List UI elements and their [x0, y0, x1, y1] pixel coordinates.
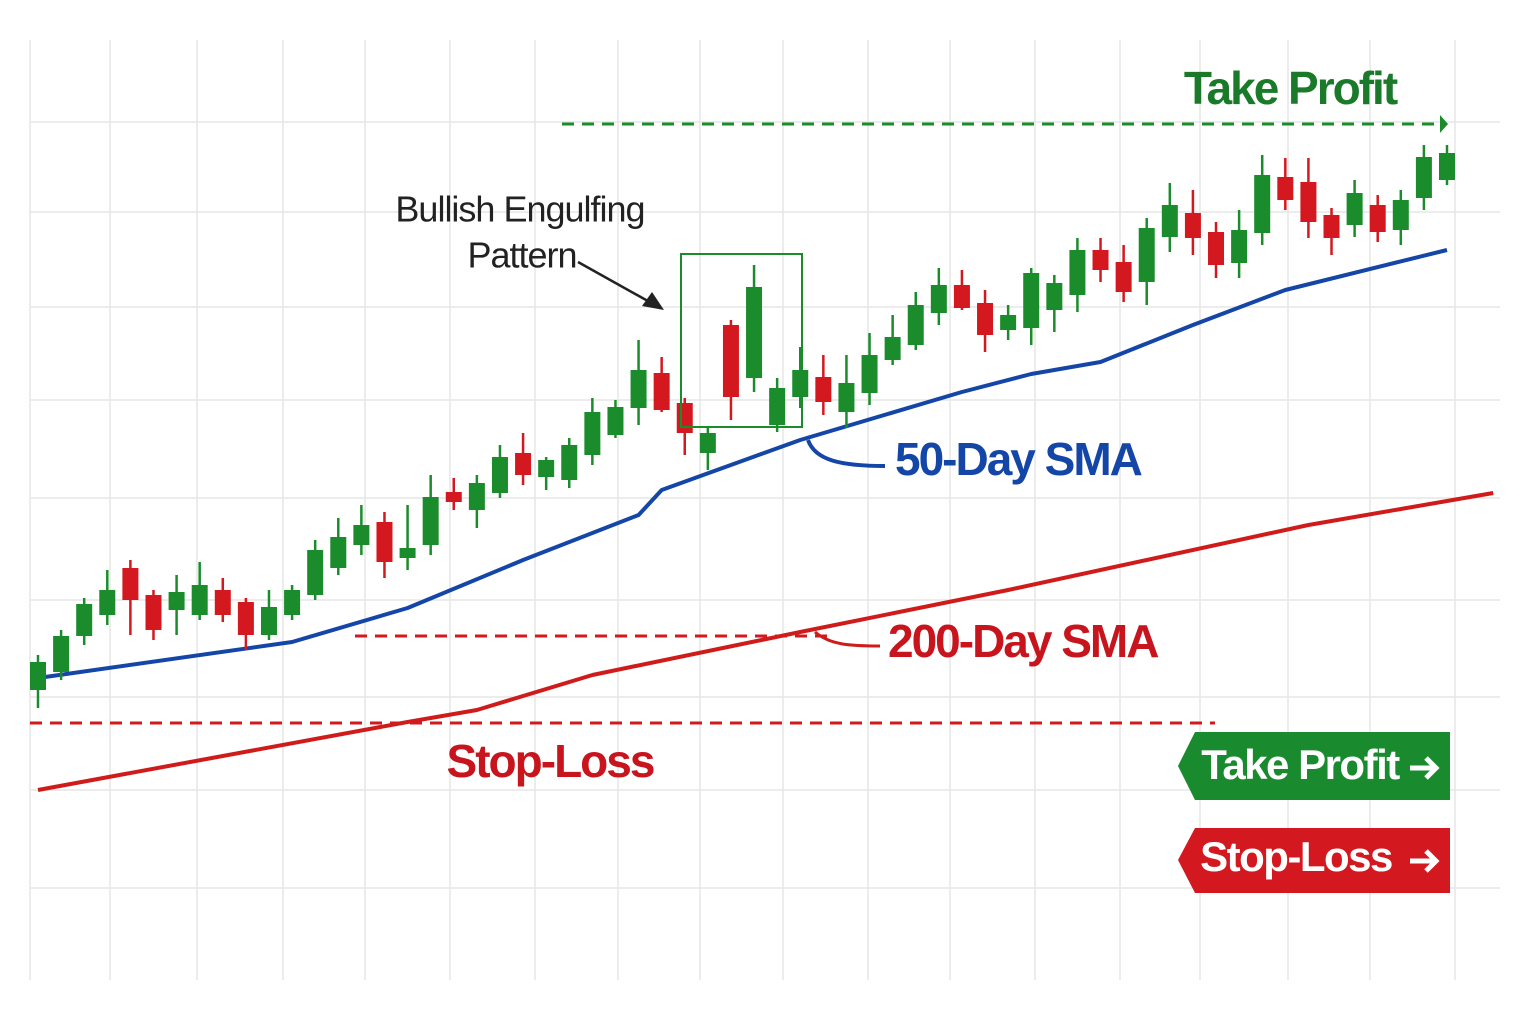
candle-body	[145, 595, 162, 630]
candle-body	[399, 548, 416, 558]
sma-label: 200-Day SMA	[888, 615, 1158, 667]
candle-body	[884, 337, 901, 360]
levels	[30, 115, 1448, 725]
candle-body	[1184, 213, 1201, 238]
candle-body	[930, 285, 947, 313]
candle-body	[653, 373, 670, 410]
sma-line	[37, 491, 1494, 792]
candle-body	[1069, 250, 1086, 295]
pattern-arrowhead	[642, 292, 664, 310]
candle-body	[53, 636, 70, 672]
candle-body	[1392, 200, 1409, 230]
candle-body	[699, 433, 716, 453]
candle-body	[792, 370, 809, 397]
button-arrow	[1410, 849, 1440, 873]
candle-body	[907, 305, 924, 345]
candle-body	[1231, 230, 1248, 263]
candle-body	[237, 602, 254, 635]
candle-body	[953, 285, 970, 308]
take-profit-label: Take Profit	[1184, 62, 1398, 114]
sma-leader	[814, 630, 881, 648]
candles	[30, 145, 1455, 708]
candle-body	[561, 445, 578, 480]
candle-body	[1323, 215, 1340, 238]
candle-body	[1092, 250, 1109, 270]
sma-lines	[37, 248, 1494, 792]
candle-body	[168, 592, 185, 610]
candle-body	[722, 325, 739, 397]
take-profit-button[interactable]: Take Profit	[1178, 732, 1450, 800]
candle-body	[815, 377, 832, 402]
candle-body	[468, 483, 485, 510]
candle-body	[122, 568, 139, 600]
candle-body	[1046, 283, 1063, 310]
candle-body	[1346, 193, 1363, 225]
button-arrow	[1410, 756, 1440, 780]
candle-body	[491, 457, 508, 493]
candle-body	[1439, 153, 1455, 180]
candle-body	[284, 590, 301, 615]
candle-body	[630, 370, 647, 408]
candle-body	[584, 412, 601, 455]
candle-body	[861, 355, 878, 393]
candle-body	[376, 522, 393, 562]
candle-body	[76, 604, 93, 636]
pattern-box	[680, 253, 803, 428]
candle-body	[1369, 205, 1386, 232]
candle-body	[1115, 262, 1132, 292]
button-label: Take Profit	[1201, 741, 1400, 788]
sma-leader	[806, 439, 886, 468]
sma-line	[37, 248, 1448, 680]
candle-body	[838, 383, 855, 412]
candle-body	[1023, 273, 1040, 328]
candle-body	[99, 590, 116, 615]
candle-body	[445, 492, 462, 502]
candle-body	[746, 287, 763, 378]
candle-body	[353, 525, 370, 545]
pattern-label: Bullish Engulfing	[395, 189, 644, 230]
candle-body	[307, 550, 324, 595]
candle-body	[515, 453, 532, 475]
grid	[29, 40, 1500, 980]
candle-body	[676, 403, 693, 433]
candle-body	[538, 460, 555, 477]
button-shape	[1178, 732, 1450, 800]
pattern-arrow	[577, 260, 656, 307]
candle-body	[260, 607, 277, 635]
candle-body	[214, 590, 231, 615]
candle-body	[1277, 177, 1294, 200]
stop-loss-button[interactable]: Stop-Loss	[1178, 828, 1450, 893]
candle-body	[1300, 182, 1317, 222]
candle-body	[30, 662, 46, 690]
candle-body	[422, 497, 439, 545]
stop-loss-label: Stop-Loss	[447, 735, 654, 787]
candle-body	[769, 388, 786, 425]
candle-body	[1000, 315, 1017, 330]
button-shape	[1178, 828, 1450, 893]
candle-body	[1415, 157, 1432, 198]
button-label: Stop-Loss	[1200, 833, 1392, 880]
sma-label: 50-Day SMA	[895, 433, 1142, 485]
candle-body	[607, 407, 624, 435]
pattern-label: Pattern	[467, 235, 576, 276]
level-arrowhead	[1440, 115, 1448, 133]
candle-body	[1138, 228, 1155, 282]
candle-body	[977, 303, 994, 335]
candle-body	[1208, 232, 1225, 265]
candle-body	[330, 537, 347, 568]
candle-body	[191, 585, 208, 615]
candle-body	[1254, 175, 1271, 233]
candle-body	[1161, 205, 1178, 237]
